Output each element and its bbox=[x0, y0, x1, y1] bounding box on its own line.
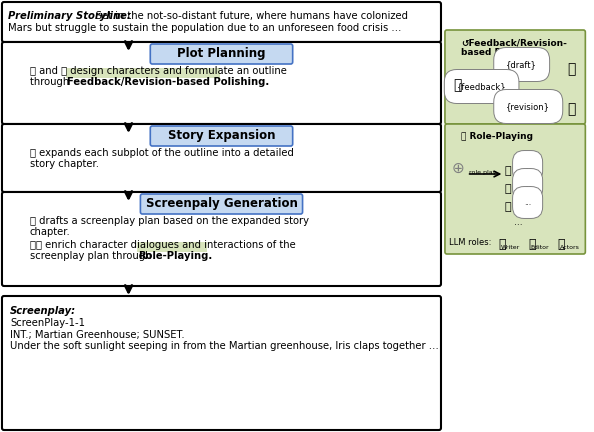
Text: screenplay plan through: screenplay plan through bbox=[30, 251, 154, 261]
Text: {draft}: {draft} bbox=[506, 60, 537, 69]
Text: ↺Feedback/Revision-
based Polishing: ↺Feedback/Revision- based Polishing bbox=[461, 38, 567, 57]
Text: 🧑: 🧑 bbox=[567, 62, 576, 76]
Text: ...: ... bbox=[514, 218, 523, 227]
Text: 🧑 expands each subplot of the outline into a detailed: 🧑 expands each subplot of the outline in… bbox=[30, 148, 293, 158]
Text: role play: role play bbox=[469, 170, 496, 175]
Text: ScreenPlay-1-1
INT.; Martian Greenhouse; SUNSET.
Under the soft sunlight seeping: ScreenPlay-1-1 INT.; Martian Greenhouse;… bbox=[10, 318, 438, 351]
Text: LLM roles:: LLM roles: bbox=[449, 238, 491, 247]
FancyBboxPatch shape bbox=[150, 126, 293, 146]
Text: Plot Planning: Plot Planning bbox=[177, 48, 266, 60]
Text: story chapter.: story chapter. bbox=[30, 159, 99, 169]
Text: Preliminary Storyline:: Preliminary Storyline: bbox=[8, 11, 131, 21]
Text: 🧑 drafts a screenplay plan based on the expanded story: 🧑 drafts a screenplay plan based on the … bbox=[30, 216, 309, 226]
FancyBboxPatch shape bbox=[2, 2, 441, 42]
FancyBboxPatch shape bbox=[67, 68, 220, 78]
Text: Feedback/Revision-based Polishing.: Feedback/Revision-based Polishing. bbox=[67, 77, 270, 87]
Text: {feedback}: {feedback} bbox=[457, 82, 507, 91]
Text: Editor: Editor bbox=[530, 245, 549, 250]
Text: 🧑: 🧑 bbox=[558, 238, 565, 251]
FancyBboxPatch shape bbox=[445, 124, 585, 254]
FancyBboxPatch shape bbox=[2, 124, 441, 192]
FancyBboxPatch shape bbox=[140, 194, 302, 214]
FancyBboxPatch shape bbox=[2, 192, 441, 286]
Text: ...: ... bbox=[524, 180, 531, 189]
Text: Screenplay:: Screenplay: bbox=[10, 306, 76, 316]
Text: Actors: Actors bbox=[560, 245, 580, 250]
Text: chapter.: chapter. bbox=[30, 227, 71, 237]
Text: ...: ... bbox=[524, 198, 531, 207]
Text: 🧑: 🧑 bbox=[498, 238, 506, 251]
Text: 🧑 and 🧑 design characters and formulate an outline: 🧑 and 🧑 design characters and formulate … bbox=[30, 66, 286, 76]
Text: 🧑: 🧑 bbox=[567, 102, 576, 116]
Text: 🧑: 🧑 bbox=[504, 184, 511, 194]
Text: ⊕: ⊕ bbox=[452, 161, 465, 176]
Text: through: through bbox=[30, 77, 72, 87]
Text: ...: ... bbox=[524, 162, 531, 171]
Text: 🧑: 🧑 bbox=[504, 166, 511, 176]
Text: 🧑: 🧑 bbox=[453, 78, 461, 92]
Text: {revision}: {revision} bbox=[506, 102, 550, 111]
Text: Role-Playing.: Role-Playing. bbox=[138, 251, 213, 261]
FancyBboxPatch shape bbox=[2, 42, 441, 124]
FancyBboxPatch shape bbox=[137, 242, 207, 252]
Text: : Set in the not-so-distant future, where humans have colonized
Mars but struggl: : Set in the not-so-distant future, wher… bbox=[8, 11, 408, 32]
Text: 🧑: 🧑 bbox=[528, 238, 536, 251]
Text: Story Expansion: Story Expansion bbox=[168, 130, 275, 143]
Text: 🎭 Role-Playing: 🎭 Role-Playing bbox=[461, 132, 533, 141]
Text: 🧑: 🧑 bbox=[504, 202, 511, 212]
Text: Writer: Writer bbox=[500, 245, 520, 250]
Text: 🧑🧑 enrich character dialogues and interactions of the: 🧑🧑 enrich character dialogues and intera… bbox=[30, 240, 295, 250]
FancyBboxPatch shape bbox=[2, 296, 441, 430]
FancyBboxPatch shape bbox=[445, 30, 585, 124]
Text: Screenpaly Generation: Screenpaly Generation bbox=[146, 197, 298, 210]
FancyBboxPatch shape bbox=[150, 44, 293, 64]
